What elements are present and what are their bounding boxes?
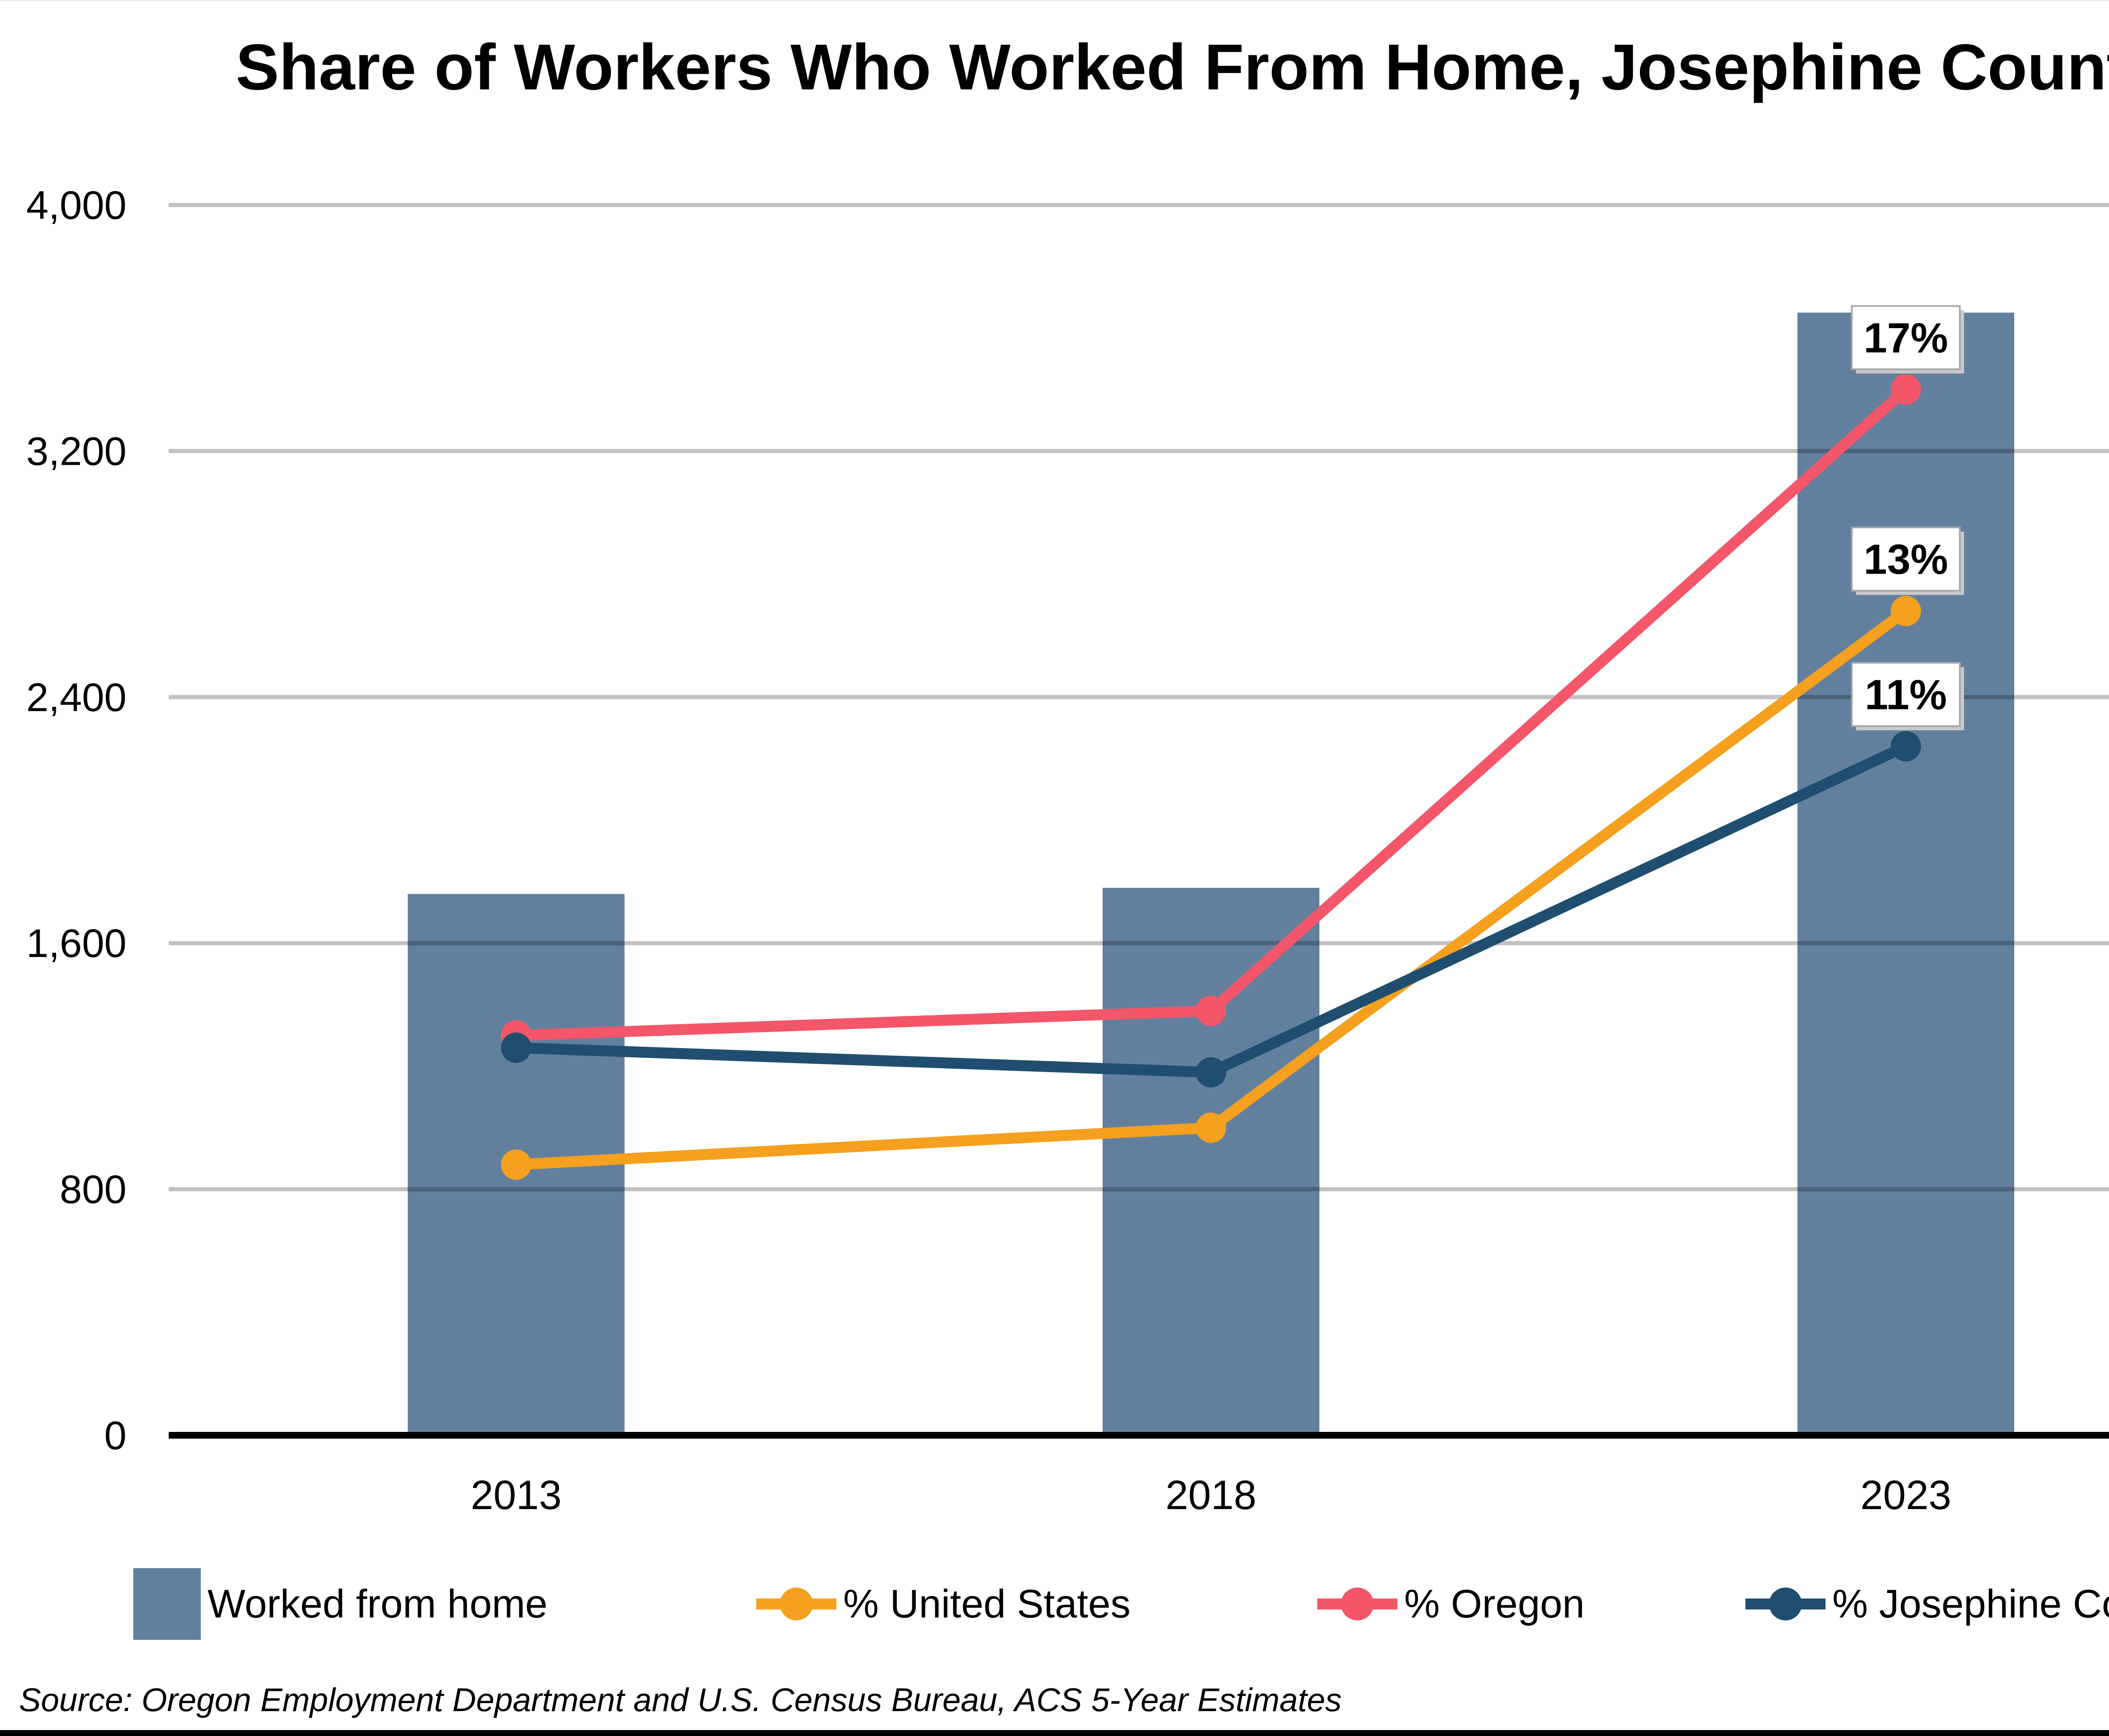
data-point xyxy=(1196,995,1226,1026)
legend-item-united-states: % United States xyxy=(756,1562,1130,1646)
y-axis-tick-left: 3,200 xyxy=(26,429,127,474)
legend-label: Worked from home xyxy=(208,1581,548,1626)
source-note: Source: Oregon Employment Department and… xyxy=(19,1681,1342,1718)
gridline xyxy=(169,203,2109,207)
data-point xyxy=(1891,731,1921,762)
bar-2018 xyxy=(1103,887,1319,1435)
data-label: 11% xyxy=(1865,671,1947,718)
gridline xyxy=(169,695,2109,699)
x-axis-label: 2013 xyxy=(471,1472,562,1518)
x-axis-label: 2018 xyxy=(1165,1472,1257,1518)
data-point xyxy=(1196,1057,1226,1088)
gridline xyxy=(169,941,2109,946)
data-point xyxy=(1196,1112,1226,1143)
line-marker-icon xyxy=(1745,1581,1826,1627)
y-axis-tick-left: 1,600 xyxy=(26,921,127,966)
legend-item-worked-from-home: Worked from home xyxy=(133,1562,547,1646)
y-axis-tick-left: 800 xyxy=(59,1167,127,1212)
legend-label: % Josephine County xyxy=(1832,1581,2109,1626)
y-axis-tick-left: 4,000 xyxy=(26,183,127,228)
data-point xyxy=(501,1149,531,1180)
line-marker-icon xyxy=(1317,1581,1397,1627)
legend-item-josephine-county: % Josephine County xyxy=(1745,1562,2109,1646)
x-axis-label: 2023 xyxy=(1860,1472,1951,1518)
line-marker-icon xyxy=(756,1581,836,1627)
y-axis-tick-left: 0 xyxy=(104,1413,127,1458)
data-point xyxy=(1891,374,1921,405)
data-label-box xyxy=(1851,662,1961,727)
data-label-box xyxy=(1851,526,1961,592)
data-label: 13% xyxy=(1864,536,1948,583)
data-point xyxy=(501,1032,531,1063)
data-label: 17% xyxy=(1864,315,1948,362)
legend-item-oregon: % Oregon xyxy=(1317,1562,1585,1646)
data-label-box xyxy=(1851,305,1961,370)
gridline xyxy=(169,449,2109,453)
legend: Worked from home % United States % Orego… xyxy=(0,1562,2109,1646)
data-point xyxy=(1891,596,1921,626)
x-axis-line xyxy=(169,1432,2109,1439)
y-axis-tick-left: 2,400 xyxy=(26,675,127,720)
legend-label: % United States xyxy=(843,1581,1131,1626)
gridline xyxy=(169,1187,2109,1191)
chart-title: Share of Workers Who Worked From Home, J… xyxy=(235,31,2109,103)
bar-swatch-icon xyxy=(133,1568,201,1640)
legend-label: % Oregon xyxy=(1404,1581,1585,1626)
bar-2023 xyxy=(1797,313,2015,1435)
